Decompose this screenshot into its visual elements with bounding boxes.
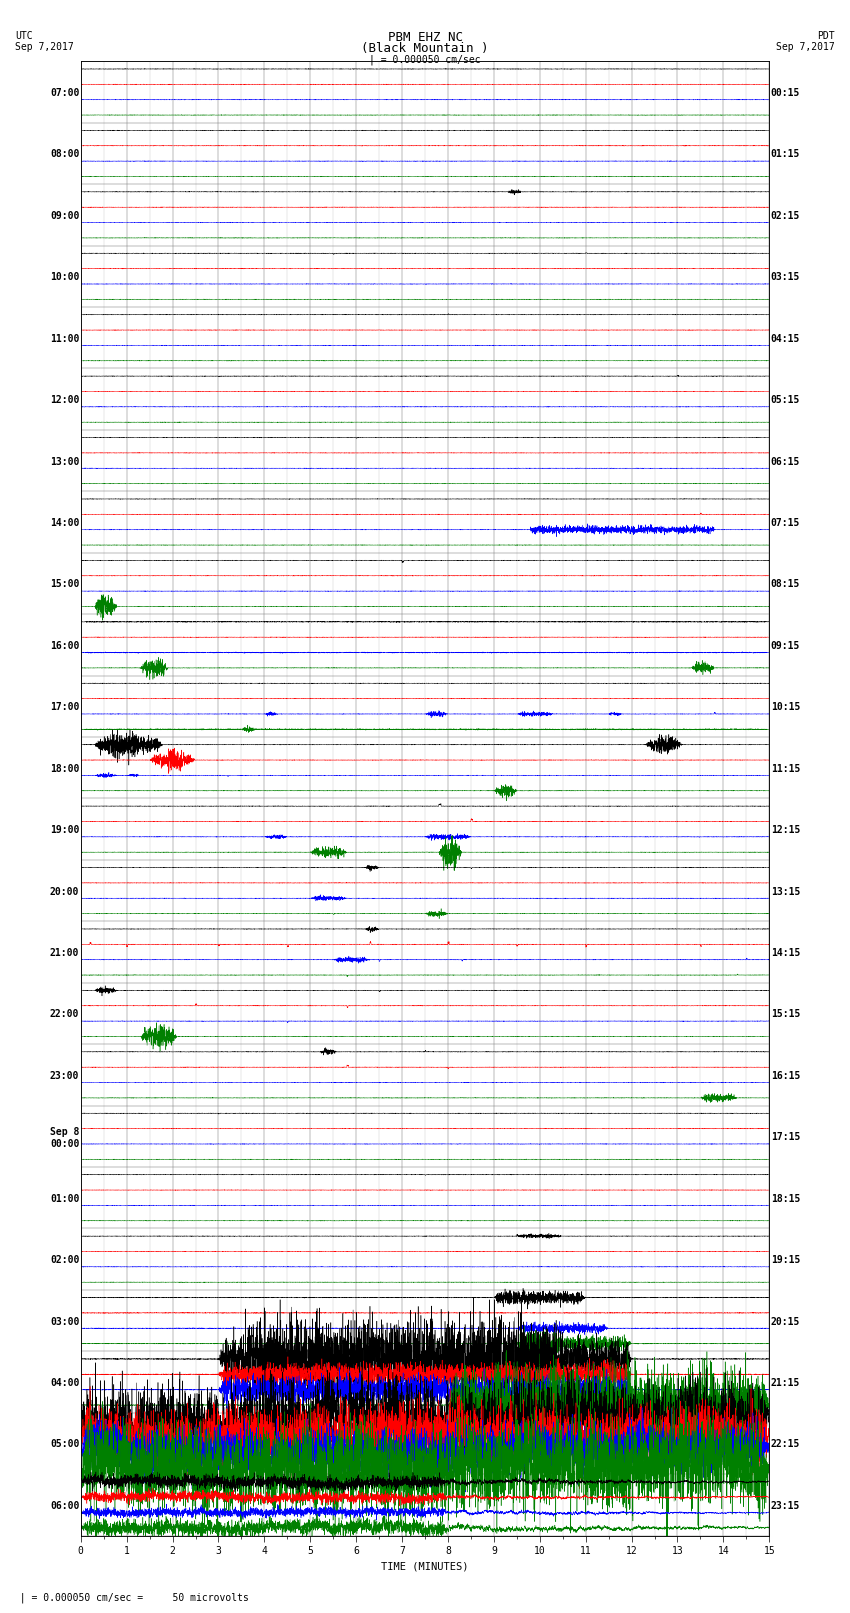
Text: UTC: UTC	[15, 31, 33, 40]
Text: Sep 7,2017: Sep 7,2017	[15, 42, 74, 52]
Text: PBM EHZ NC: PBM EHZ NC	[388, 31, 462, 44]
X-axis label: TIME (MINUTES): TIME (MINUTES)	[382, 1561, 468, 1571]
Text: PDT: PDT	[817, 31, 835, 40]
Text: | = 0.000050 cm/sec: | = 0.000050 cm/sec	[369, 55, 481, 66]
Text: (Black Mountain ): (Black Mountain )	[361, 42, 489, 55]
Text: | = 0.000050 cm/sec =     50 microvolts: | = 0.000050 cm/sec = 50 microvolts	[8, 1592, 249, 1603]
Text: Sep 7,2017: Sep 7,2017	[776, 42, 835, 52]
